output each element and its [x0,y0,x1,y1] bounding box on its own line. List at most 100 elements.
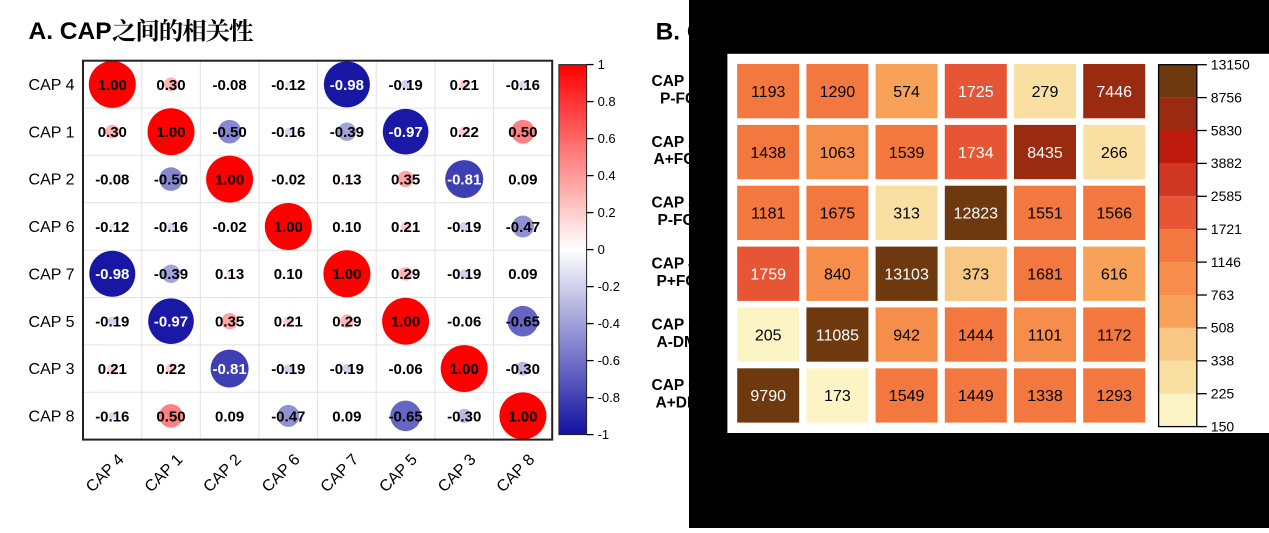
svg-text:5830: 5830 [1211,122,1242,138]
svg-text:3882: 3882 [1211,155,1242,171]
svg-text:12823: 12823 [954,206,999,223]
svg-text:1.00: 1.00 [98,77,127,94]
svg-text:1721: 1721 [1211,221,1242,237]
svg-text:942: 942 [893,327,920,344]
svg-text:616: 616 [1101,267,1128,284]
svg-text:CAP 3: CAP 3 [29,361,75,378]
svg-text:266: 266 [1101,145,1128,162]
svg-text:-0.39: -0.39 [154,266,188,283]
svg-text:1181: 1181 [751,206,786,223]
svg-text:CAP 8: CAP 8 [29,409,75,426]
svg-text:0.50: 0.50 [508,124,537,141]
svg-text:8435: 8435 [1027,145,1063,162]
svg-text:1734: 1734 [958,145,994,162]
svg-text:A+DM: A+DM [656,395,700,412]
svg-text:1338: 1338 [1027,388,1063,405]
svg-text:-0.39: -0.39 [330,124,364,141]
svg-text:CAP 2: CAP 2 [652,134,697,151]
svg-text:-0.06: -0.06 [388,361,422,378]
svg-text:-0.65: -0.65 [506,314,540,331]
svg-text:-0.47: -0.47 [271,408,305,425]
svg-text:0.30: 0.30 [98,124,127,141]
svg-text:-0.81: -0.81 [212,361,246,378]
svg-text:1.00: 1.00 [156,124,185,141]
svg-text:0.8: 0.8 [598,94,616,109]
svg-text:840: 840 [824,267,851,284]
svg-text:1566: 1566 [1096,206,1132,223]
svg-text:1063: 1063 [820,145,856,162]
svg-text:A+FC: A+FC [654,151,695,168]
svg-text:13103: 13103 [884,267,929,284]
svg-text:-0.16: -0.16 [506,77,540,94]
svg-text:508: 508 [1211,320,1235,336]
svg-text:1.00: 1.00 [450,361,479,378]
svg-text:CAP 3: CAP 3 [652,195,698,212]
svg-text:0.21: 0.21 [98,361,127,378]
svg-text:-0.98: -0.98 [330,77,364,94]
svg-text:-0.50: -0.50 [154,172,188,189]
svg-text:373: 373 [962,267,989,284]
svg-text:CAP 5: CAP 5 [29,314,75,331]
svg-text:1444: 1444 [958,327,994,344]
svg-text:1101: 1101 [1028,327,1063,344]
svg-text:-0.16: -0.16 [154,219,188,236]
svg-text:205: 205 [755,327,782,344]
svg-text:1725: 1725 [958,84,994,101]
svg-text:7446: 7446 [1096,84,1132,101]
svg-text:-0.16: -0.16 [271,124,305,141]
svg-text:1290: 1290 [820,84,856,101]
svg-text:0.21: 0.21 [450,77,479,94]
svg-text:0.21: 0.21 [391,219,420,236]
svg-text:1.00: 1.00 [215,172,244,189]
svg-text:-0.98: -0.98 [95,266,129,283]
svg-text:CAP 4: CAP 4 [652,256,698,273]
svg-text:-0.65: -0.65 [388,408,422,425]
svg-text:1: 1 [598,57,605,72]
svg-text:1449: 1449 [958,388,994,405]
svg-text:CAP 6: CAP 6 [652,377,698,394]
svg-text:-0.97: -0.97 [388,124,422,141]
svg-text:0.22: 0.22 [450,124,479,141]
svg-text:CAP 5: CAP 5 [652,316,698,333]
svg-text:279: 279 [1032,84,1059,101]
svg-text:CAP 1: CAP 1 [29,124,75,141]
svg-text:8756: 8756 [1211,89,1242,105]
svg-text:574: 574 [893,84,920,101]
svg-text:0.35: 0.35 [391,172,420,189]
svg-text:0.09: 0.09 [215,408,244,425]
svg-text:-0.16: -0.16 [95,408,129,425]
svg-text:-0.6: -0.6 [598,353,620,368]
svg-text:1.00: 1.00 [332,266,361,283]
svg-text:0.22: 0.22 [156,361,185,378]
svg-text:313: 313 [893,206,920,223]
svg-text:-0.12: -0.12 [95,219,129,236]
svg-text:225: 225 [1211,386,1235,402]
svg-text:CAP 7: CAP 7 [29,266,75,283]
svg-text:0.2: 0.2 [598,205,616,220]
svg-text:1146: 1146 [1211,254,1241,270]
svg-text:2585: 2585 [1211,188,1242,204]
svg-text:0.6: 0.6 [598,131,616,146]
svg-text:-0.08: -0.08 [95,172,129,189]
svg-text:-0.19: -0.19 [388,77,422,94]
svg-text:1681: 1681 [1027,267,1063,284]
svg-text:0.10: 0.10 [274,266,303,283]
svg-text:173: 173 [824,388,851,405]
svg-text:1438: 1438 [750,145,786,162]
svg-text:-0.2: -0.2 [598,279,620,294]
svg-text:CAP 2: CAP 2 [29,172,75,189]
svg-text:0.09: 0.09 [332,408,361,425]
svg-text:0.29: 0.29 [332,314,361,331]
svg-text:0.13: 0.13 [215,266,244,283]
svg-text:-1: -1 [598,427,610,442]
svg-text:-0.08: -0.08 [212,77,246,94]
svg-text:CAP 1: CAP 1 [652,73,698,90]
svg-text:0.10: 0.10 [332,219,361,236]
svg-text:-0.19: -0.19 [95,314,129,331]
svg-text:0.30: 0.30 [156,77,185,94]
svg-text:11085: 11085 [816,327,859,344]
svg-text:1172: 1172 [1097,327,1132,344]
svg-text:1549: 1549 [889,388,925,405]
svg-text:-0.50: -0.50 [212,124,246,141]
svg-text:1.00: 1.00 [391,314,420,331]
